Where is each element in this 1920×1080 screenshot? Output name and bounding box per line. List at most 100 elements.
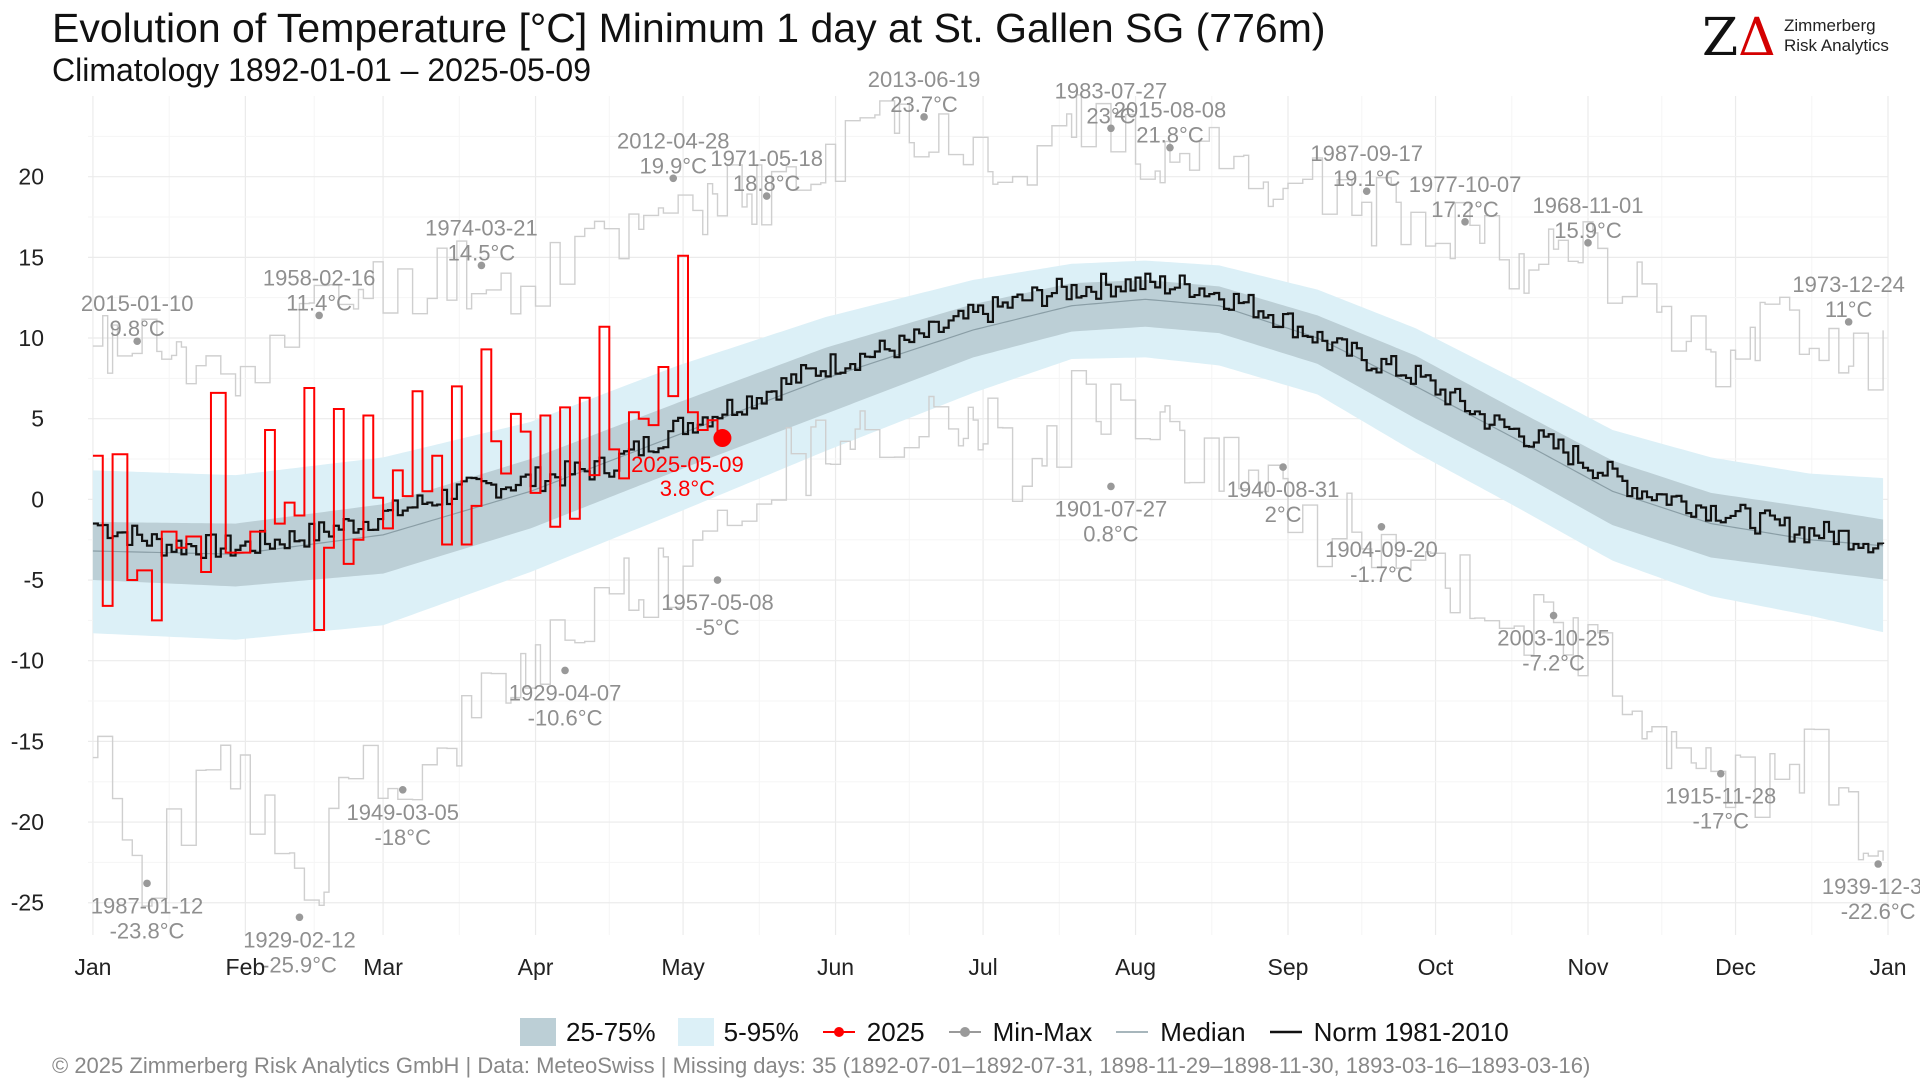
band-5-95pct <box>92 260 1884 640</box>
max-point <box>1844 318 1853 326</box>
max-annotation-date: 1974-03-21 <box>425 215 538 240</box>
max-point <box>669 174 678 183</box>
minmax-max-line <box>92 94 1884 397</box>
min-point <box>1279 463 1287 471</box>
current-point <box>713 429 732 448</box>
x-tick-label: Jan <box>1869 954 1906 980</box>
y-tick-label: 0 <box>31 486 44 512</box>
y-tick-label: -15 <box>11 728 44 754</box>
legend-label-2025: 2025 <box>866 1016 925 1047</box>
min-annotation-value: -18°C <box>375 825 432 850</box>
min-annotation-date: 1929-04-07 <box>509 680 622 705</box>
max-annotation-date: 1973-12-24 <box>1792 272 1905 297</box>
max-annotation-date: 2012-04-28 <box>617 128 730 153</box>
legend-swatch-25-75 <box>520 1018 556 1046</box>
legend-swatch-minmax <box>948 1027 981 1037</box>
legend-item-25-75: 25-75% <box>520 1017 656 1048</box>
logo-line-2: Risk Analytics <box>1784 36 1889 55</box>
min-point <box>295 913 304 922</box>
max-point <box>1107 124 1115 133</box>
legend-swatch-5-95 <box>677 1018 714 1046</box>
x-tick-label: Apr <box>518 954 554 980</box>
y-tick-label: 10 <box>18 325 44 351</box>
band-25-75pct <box>92 279 1884 587</box>
max-annotation-date: 2015-08-08 <box>1114 98 1227 123</box>
max-point <box>315 311 323 320</box>
legend-item-norm: Norm 1981-2010 <box>1268 1017 1509 1048</box>
max-point <box>1362 187 1371 195</box>
chart-title: Evolution of Temperature [°C] Minimum 1 … <box>52 5 1326 51</box>
x-tick-label: Aug <box>1115 954 1156 980</box>
max-annotation-date: 1958-02-16 <box>263 265 376 290</box>
x-tick-label: Mar <box>363 954 403 980</box>
min-annotation-value: 0.8°C <box>1083 521 1138 546</box>
legend-label-minmax: Min-Max <box>992 1016 1093 1047</box>
legend-swatch-2025 <box>822 1027 855 1037</box>
legend-label-median: Median <box>1160 1016 1246 1047</box>
max-point <box>1166 143 1174 152</box>
max-annotation-date: 1971-05-18 <box>710 146 823 171</box>
max-annotation-value: 11.4°C <box>286 290 352 315</box>
max-annotation-date: 1968-11-01 <box>1533 193 1644 218</box>
y-tick-label: 5 <box>31 406 44 432</box>
current-date-label: 2025-05-09 <box>631 452 744 477</box>
minmax-min-line <box>92 369 1884 907</box>
max-annotation-value: 11°C <box>1825 297 1873 322</box>
max-annotation-value: 18.8°C <box>733 171 801 196</box>
company-logo: ZΔ Zimmerberg Risk Analytics <box>1702 10 1902 66</box>
legend-label-25-75: 25-75% <box>566 1016 656 1047</box>
max-annotation-value: 21.8°C <box>1136 123 1204 148</box>
min-point <box>1377 522 1386 531</box>
min-annotation-date: 1940-08-31 <box>1227 477 1340 502</box>
chart-legend: 25-75% 5-95% 2025 Min-Max Median Norm 19… <box>520 1017 1531 1047</box>
legend-swatch-median <box>1116 1031 1149 1033</box>
max-point <box>762 192 771 200</box>
min-annotation-date: 2003-10-25 <box>1497 626 1610 651</box>
max-point <box>477 261 486 270</box>
max-annotation-value: 23°C <box>1086 103 1135 128</box>
max-annotation-value: 19.9°C <box>639 153 707 178</box>
legend-label-5-95: 5-95% <box>723 1016 799 1047</box>
x-tick-label: Jan <box>74 954 111 980</box>
min-point <box>1549 611 1558 620</box>
legend-swatch-norm <box>1269 1030 1302 1034</box>
max-annotation-value: 23.7°C <box>890 92 958 117</box>
y-tick-label: 15 <box>18 244 44 270</box>
min-annotation-date: 1929-02-12 <box>243 927 356 952</box>
max-annotation-date: 2015-01-10 <box>81 291 194 316</box>
x-tick-label: Jun <box>817 954 854 980</box>
min-annotation-value: -5°C <box>695 615 739 640</box>
max-annotation-date: 1987-09-17 <box>1310 141 1423 166</box>
min-annotation-value: -17°C <box>1693 809 1750 834</box>
min-annotation-date: 1987-01-12 <box>91 893 204 918</box>
min-annotation-date: 1915-11-28 <box>1665 784 1776 809</box>
max-annotation-value: 14.5°C <box>448 240 516 265</box>
x-tick-label: Nov <box>1568 954 1609 980</box>
max-annotation-date: 1983-07-27 <box>1055 78 1168 103</box>
logo-mark-icon: ZΔ <box>1702 8 1776 68</box>
legend-label-norm: Norm 1981-2010 <box>1313 1016 1509 1047</box>
y-tick-label: 20 <box>18 164 44 190</box>
y-tick-label: -5 <box>24 567 44 593</box>
min-annotation-date: 1949-03-05 <box>346 800 459 825</box>
min-annotation-value: -23.8°C <box>110 918 185 943</box>
legend-item-minmax: Min-Max <box>947 1016 1093 1048</box>
min-point <box>1874 860 1882 868</box>
max-point <box>1461 218 1469 226</box>
current-value-label: 3.8°C <box>660 476 715 501</box>
median-line <box>92 298 1884 555</box>
min-annotation-date: 1939-12-30 <box>1822 874 1920 899</box>
logo-text: Zimmerberg Risk Analytics <box>1784 16 1889 56</box>
max-annotation-value: 17.2°C <box>1431 197 1499 222</box>
min-annotation-value: -7.2°C <box>1522 651 1585 676</box>
max-point <box>1584 239 1592 247</box>
max-annotation-value: 9.8°C <box>110 316 165 341</box>
min-point <box>1716 769 1725 778</box>
legend-item-5-95: 5-95% <box>677 1016 799 1048</box>
min-annotation-value: -1.7°C <box>1350 562 1413 587</box>
legend-item-2025: 2025 <box>821 1017 925 1048</box>
min-point <box>143 879 151 888</box>
min-point <box>1107 482 1115 491</box>
x-tick-label: Sep <box>1268 954 1309 980</box>
